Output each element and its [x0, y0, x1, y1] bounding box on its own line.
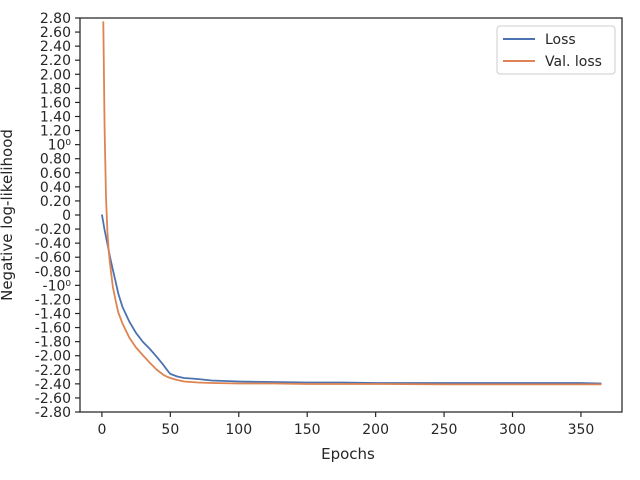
- y-tick-label: 2.00: [40, 67, 71, 83]
- plot-area: [80, 18, 622, 412]
- y-tick-label: -1.80: [35, 335, 71, 351]
- y-tick-label: -0.20: [35, 222, 71, 238]
- x-tick-label: 150: [294, 422, 321, 438]
- legend: Loss Val. loss: [496, 25, 616, 75]
- y-tick-label: -1.40: [35, 307, 71, 323]
- y-tick-label: -1.20: [35, 292, 71, 308]
- y-tick-label: 0: [62, 208, 71, 224]
- y-tick-label: 0.20: [40, 194, 71, 210]
- x-tick-label: 200: [362, 422, 389, 438]
- y-tick-label: 0.40: [40, 180, 71, 196]
- y-tick-label: -0.40: [35, 236, 71, 252]
- y-tick-label: -2.00: [35, 349, 71, 365]
- y-tick-label: 0.80: [40, 152, 71, 168]
- y-tick-label: 2.20: [40, 53, 71, 69]
- y-tick-label: 2.60: [40, 25, 71, 41]
- y-tick-label: 1.40: [40, 110, 71, 126]
- y-tick-label: 1.80: [40, 81, 71, 97]
- x-tick-label: 100: [225, 422, 252, 438]
- series-layer: [101, 21, 602, 386]
- y-axis: 2.802.602.402.202.001.801.601.401.2010⁰0…: [35, 11, 80, 421]
- y-tick-label: -2.60: [35, 391, 71, 407]
- series-line-val-loss: [102, 21, 602, 386]
- x-tick-label: 250: [431, 422, 458, 438]
- y-tick-label: 2.80: [40, 11, 71, 27]
- y-tick-label: 2.40: [40, 39, 71, 55]
- y-tick-label: 1.20: [40, 124, 71, 140]
- y-tick-label: -0.80: [35, 264, 71, 280]
- y-tick-label: -2.20: [35, 363, 71, 379]
- x-axis-label: Epochs: [321, 445, 375, 463]
- legend-label-loss: Loss: [545, 32, 576, 48]
- x-tick-label: 300: [499, 422, 526, 438]
- y-tick-label: -0.60: [35, 250, 71, 266]
- y-tick-label: 0.60: [40, 166, 71, 182]
- series-line-loss: [101, 214, 602, 385]
- y-tick-label: -1.60: [35, 321, 71, 337]
- y-axis-label: Negative log-likelihood: [0, 129, 16, 301]
- y-tick-label: -2.40: [35, 377, 71, 393]
- y-tick-label: 10⁰: [48, 138, 72, 154]
- y-tick-label: -10⁰: [43, 278, 72, 294]
- x-axis: 0 50 100 150 200 250 300 350: [97, 412, 594, 438]
- x-tick-label: 50: [161, 422, 179, 438]
- x-tick-label: 350: [568, 422, 595, 438]
- y-tick-label: -2.80: [35, 405, 71, 421]
- x-tick-label: 0: [97, 422, 106, 438]
- y-tick-label: 1.60: [40, 95, 71, 111]
- legend-label-val-loss: Val. loss: [545, 54, 602, 70]
